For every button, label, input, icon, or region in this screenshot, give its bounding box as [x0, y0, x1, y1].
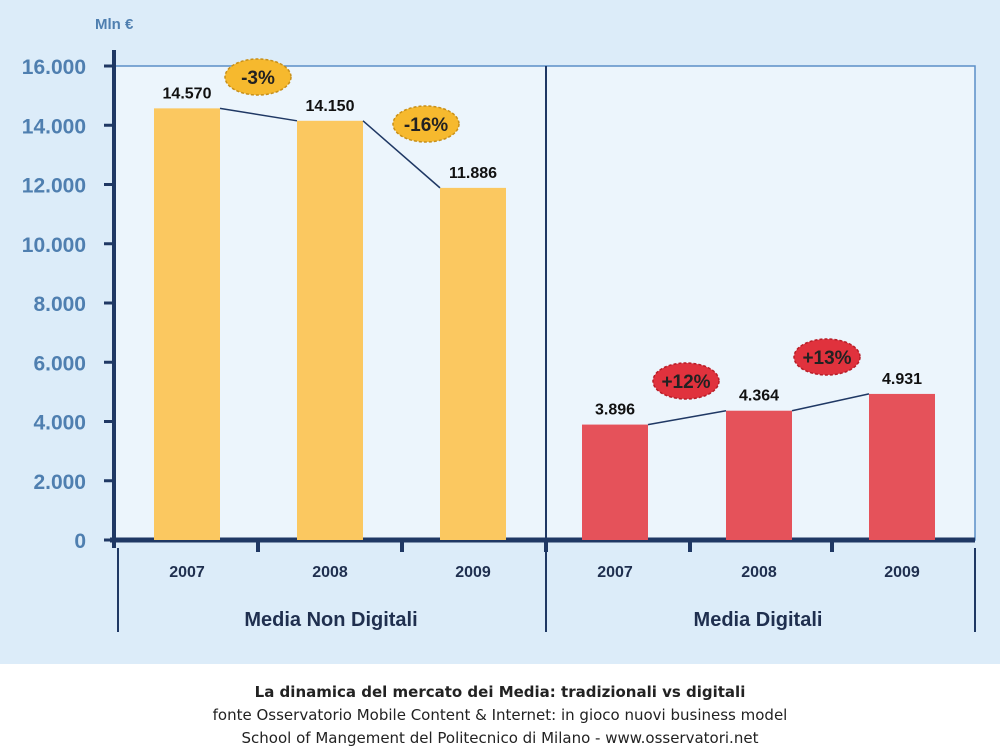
data-label: 4.931	[882, 371, 922, 388]
y-tick-label: 2.000	[33, 471, 86, 494]
y-tick-label: 12.000	[22, 175, 86, 198]
chart-area: 0 2.000 4.000 6.000 8.000 10.000 12.000 14.000 1…	[0, 0, 1000, 664]
x-tick-label: 2007	[597, 564, 633, 581]
y-tick-label: 4.000	[33, 412, 86, 435]
x-tick-label: 2007	[169, 564, 205, 581]
change-badge	[652, 362, 720, 400]
bar	[582, 424, 648, 540]
x-tick-label: 2009	[455, 564, 491, 581]
data-label: 11.886	[449, 165, 497, 182]
x-tick-label: 2008	[312, 564, 348, 581]
y-unit-label: Mln €	[95, 16, 134, 33]
x-tick-label: 2009	[884, 564, 920, 581]
change-badge	[224, 58, 292, 96]
group-label: Media Non Digitali	[244, 609, 417, 631]
change-badge-label: +13%	[802, 348, 851, 369]
x-tick-label: 2008	[741, 564, 777, 581]
change-badge-label: -3%	[241, 68, 275, 89]
trend-line	[647, 409, 727, 426]
trend-line	[791, 393, 870, 412]
bar	[869, 393, 935, 540]
bar	[154, 108, 220, 541]
y-tick-label: 10.000	[22, 234, 86, 257]
change-badge-label: -16%	[404, 115, 448, 136]
data-label: 14.570	[163, 85, 212, 102]
bar	[297, 120, 363, 541]
y-tick-label: 0	[74, 530, 86, 553]
bar	[440, 187, 506, 540]
caption-school: School of Mangement del Politecnico di M…	[241, 729, 759, 747]
change-badge-label: +12%	[661, 372, 710, 393]
caption-source: fonte Osservatorio Mobile Content & Inte…	[212, 706, 788, 724]
data-label: 4.364	[739, 388, 779, 405]
bar-chart: 0 2.000 4.000 6.000 8.000 10.000 12.000 14.000 1…	[22, 16, 976, 632]
group-label: Media Digitali	[694, 609, 823, 631]
y-tick-label: 8.000	[33, 293, 86, 316]
y-tick-label: 14.000	[22, 115, 86, 138]
trend-line	[219, 107, 298, 122]
caption-title: La dinamica del mercato dei Media: tradi…	[254, 683, 746, 701]
trend-line	[362, 120, 441, 189]
data-label: 14.150	[306, 98, 355, 115]
bar	[726, 410, 792, 540]
y-tick-label: 6.000	[33, 352, 86, 375]
change-badge	[392, 105, 460, 143]
plot-area	[113, 65, 976, 541]
data-label: 3.896	[595, 402, 635, 419]
change-badge	[793, 338, 861, 376]
y-tick-label: 16.000	[22, 56, 86, 79]
